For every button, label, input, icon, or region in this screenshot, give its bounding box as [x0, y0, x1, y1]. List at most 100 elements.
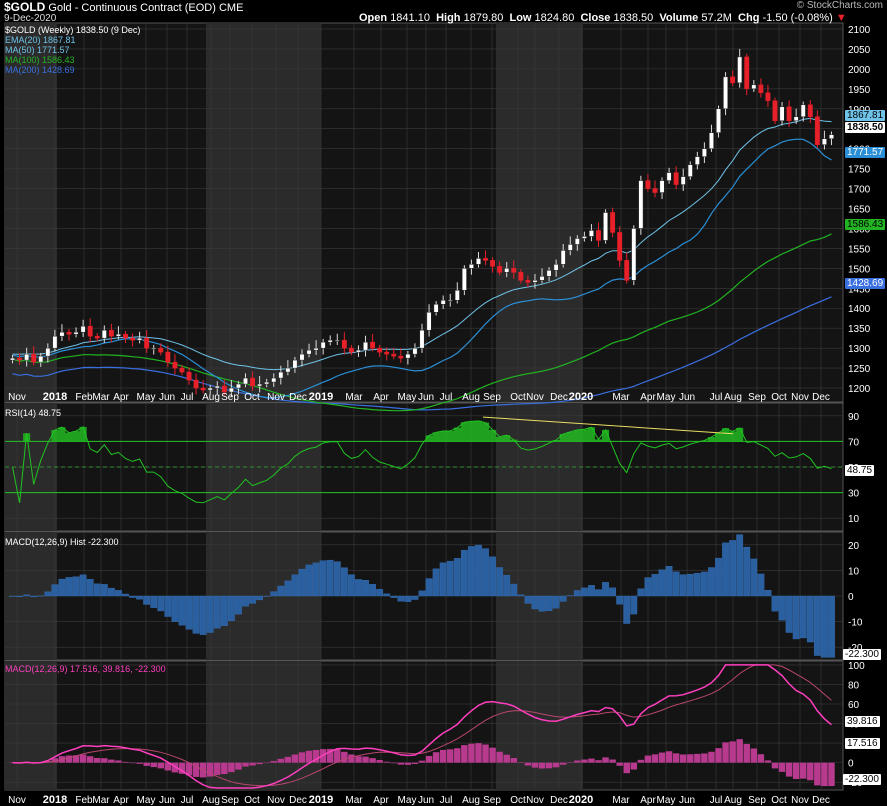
ma100-line — [12, 233, 832, 412]
hist-bar-40 — [291, 574, 299, 597]
y-tick-2-10: 10 — [848, 566, 860, 577]
x-label-0-24: 2020 — [569, 391, 593, 403]
x-label-0-5: May — [137, 392, 156, 403]
macd-hist-bar-87 — [623, 762, 630, 774]
candle-body-115 — [821, 138, 827, 145]
hist-bar-77 — [552, 595, 560, 609]
candle-body-103 — [737, 56, 743, 84]
hist-bar-95 — [679, 574, 687, 597]
macd-hist-bar-42 — [305, 750, 313, 763]
hist-bar-106 — [757, 573, 765, 597]
candle-body-24 — [179, 367, 185, 373]
macd-hist-bar-61 — [439, 749, 447, 763]
x-label-1-3: Mar — [92, 795, 110, 806]
y-tick-1-90: 90 — [848, 412, 860, 423]
hist-bar-7 — [58, 578, 66, 597]
x-label-0-27: May — [657, 392, 676, 403]
x-label-0-7: Jul — [181, 392, 194, 403]
macd-hist-bar-92 — [658, 752, 666, 763]
x-label-0-30: Aug — [724, 392, 742, 403]
candle-body-111 — [793, 116, 799, 121]
x-label-1-9: Sep — [221, 795, 239, 806]
macd-hist-bar-88 — [630, 762, 638, 770]
candle-body-46 — [334, 339, 340, 342]
macd-hist-bar-64 — [461, 745, 468, 763]
hist-bar-9 — [72, 576, 80, 597]
candle-body-61 — [440, 300, 446, 305]
tag-ma50: 1771.57 — [845, 147, 886, 158]
candle-body-70 — [504, 268, 510, 273]
candle-body-20 — [151, 347, 157, 350]
macd-hist-bar-84 — [602, 757, 609, 763]
stockcharts-watermark: © StockCharts.com — [796, 0, 883, 11]
hist-bar-78 — [559, 595, 567, 602]
candle-body-10 — [80, 325, 86, 333]
macd-hist-bar-40 — [291, 754, 299, 763]
hist-bar-107 — [764, 589, 772, 597]
x-label-0-32: Oct — [771, 392, 787, 403]
macd-hist-bar-37 — [270, 760, 277, 763]
x-label-1-32: Oct — [771, 795, 787, 806]
x-label-1-28: Jun — [679, 795, 695, 806]
candle-body-31 — [228, 387, 234, 393]
candle-body-106 — [758, 84, 764, 94]
x-label-1-15: Apr — [373, 795, 389, 806]
x-label-1-29: Jul — [710, 795, 723, 806]
candle-body-53 — [384, 351, 390, 355]
x-label-0-12: Dec — [289, 392, 307, 403]
hist-bar-63 — [453, 558, 461, 597]
hist-bar-66 — [475, 544, 482, 597]
macd-hist-bar-28 — [206, 762, 214, 777]
macd-hist-bar-47 — [341, 751, 348, 763]
hist-bar-108 — [771, 595, 779, 612]
candle-body-14 — [108, 329, 114, 337]
candle-body-78 — [560, 250, 566, 265]
candle-body-88 — [631, 228, 637, 281]
macd-hist-bar-10 — [79, 754, 87, 763]
x-label-0-10: Oct — [244, 392, 260, 403]
x-label-1-17: Jun — [418, 795, 434, 806]
macd-hist-bar-6 — [51, 758, 59, 763]
legend-ma50: MA(50) 1771.57 — [5, 45, 70, 55]
x-label-1-5: May — [137, 795, 156, 806]
x-label-1-21: Oct — [510, 795, 526, 806]
x-label-0-22: Nov — [526, 392, 544, 403]
year-shade-0-0 — [5, 23, 57, 402]
y-tick-2--20: -20 — [848, 643, 863, 654]
candle-body-86 — [617, 232, 623, 261]
candle-body-65 — [468, 264, 474, 269]
close-label: Close — [580, 12, 611, 24]
x-label-1-31: Sep — [748, 795, 766, 806]
y-tick-0-1350: 1350 — [848, 324, 871, 335]
macd-hist-bar-80 — [574, 760, 581, 763]
candle-body-55 — [398, 355, 404, 359]
hist-bar-17 — [129, 595, 136, 598]
macd-hist-bar-12 — [94, 757, 101, 763]
hist-bar-79 — [566, 595, 574, 597]
hist-bar-103 — [736, 534, 744, 597]
x-label-0-19: Aug — [462, 392, 480, 403]
macd-hist-bar-90 — [644, 755, 652, 763]
hist-bar-39 — [284, 580, 292, 597]
x-label-0-6: Jun — [159, 392, 175, 403]
candle-body-25 — [186, 371, 192, 381]
candle-body-108 — [772, 100, 778, 121]
macd-hist-bar-59 — [425, 755, 433, 763]
hist-bar-65 — [468, 546, 475, 597]
low-label: Low — [509, 12, 532, 24]
candle-body-51 — [370, 341, 376, 349]
hist-bar-27 — [199, 595, 207, 635]
hist-bar-10 — [79, 574, 87, 597]
x-label-0-21: Oct — [510, 392, 526, 403]
macd-hist-bar-14 — [108, 759, 115, 763]
hist-bar-111 — [792, 595, 800, 640]
x-label-1-16: May — [398, 795, 417, 806]
y-tick-0-2000: 2000 — [848, 65, 871, 76]
macd-hist-bar-35 — [256, 762, 263, 765]
ohlc-readout: Open 1841.10 High 1879.80 Low 1824.80 Cl… — [359, 12, 847, 24]
x-label-1-11: Nov — [267, 795, 285, 806]
macd-hist-bar-49 — [355, 756, 362, 763]
x-label-0-16: May — [398, 392, 417, 403]
hist-bar-82 — [588, 585, 595, 597]
tag-close: 1838.50 — [845, 122, 886, 133]
